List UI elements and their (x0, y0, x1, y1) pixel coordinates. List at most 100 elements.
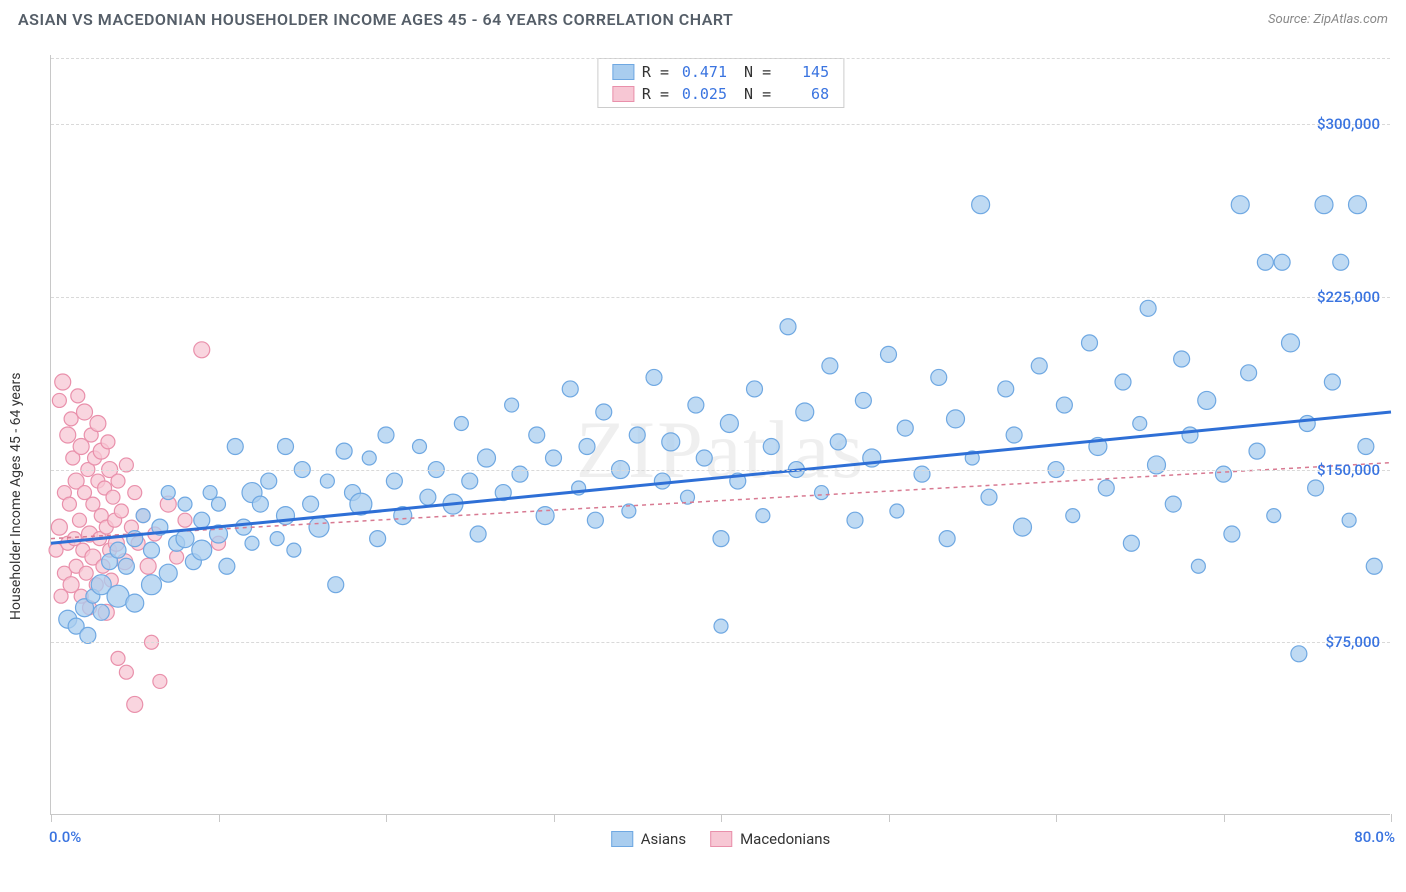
data-point (756, 509, 770, 523)
data-point (303, 496, 319, 512)
data-point (192, 540, 212, 560)
data-point (654, 473, 670, 489)
data-point (142, 575, 162, 595)
data-point (1349, 196, 1367, 214)
data-point (1257, 254, 1273, 270)
data-point (261, 473, 277, 489)
chart-plot-area: ZIPatlas R = 0.471 N = 145 R = 0.025 N =… (50, 55, 1390, 815)
data-point (79, 566, 93, 580)
data-point (119, 665, 133, 679)
data-point (536, 507, 554, 525)
data-point (161, 486, 175, 500)
data-point (454, 416, 468, 430)
data-point (114, 504, 128, 518)
data-point (1282, 334, 1300, 352)
x-axis-max-label: 80.0% (1354, 828, 1395, 846)
data-point (1241, 365, 1257, 381)
data-point (822, 358, 838, 374)
data-point (212, 497, 226, 511)
data-point (62, 497, 76, 511)
data-point (1066, 509, 1080, 523)
x-tick (1391, 814, 1392, 822)
legend-label: Asians (641, 830, 686, 848)
grid-line (51, 642, 1390, 643)
grid-line (51, 470, 1390, 471)
data-point (378, 427, 394, 443)
data-point (328, 577, 344, 593)
data-point (981, 489, 997, 505)
data-point (140, 558, 156, 574)
data-point (1358, 439, 1374, 455)
scatter-svg (51, 55, 1390, 814)
x-tick (889, 814, 890, 822)
x-tick (219, 814, 220, 822)
data-point (587, 512, 603, 528)
data-point (462, 473, 478, 489)
data-point (1133, 416, 1147, 430)
data-point (118, 558, 134, 574)
data-point (80, 627, 96, 643)
data-point (1267, 509, 1281, 523)
data-point (178, 497, 192, 511)
data-point (998, 381, 1014, 397)
data-point (1274, 254, 1290, 270)
x-tick (386, 814, 387, 822)
data-point (144, 542, 160, 558)
data-point (780, 319, 796, 335)
data-point (194, 342, 210, 358)
r-value: 0.025 (677, 85, 727, 103)
data-point (55, 374, 71, 390)
data-point (1198, 391, 1216, 409)
data-point (1014, 518, 1032, 536)
data-point (720, 414, 738, 432)
data-point (101, 435, 115, 449)
data-point (219, 558, 235, 574)
data-point (1148, 456, 1166, 474)
legend-swatch-macedonian (710, 831, 732, 847)
data-point (71, 389, 85, 403)
data-point (111, 474, 125, 488)
n-value: 68 (779, 85, 829, 103)
data-point (1231, 196, 1249, 214)
data-point (1291, 646, 1307, 662)
data-point (747, 381, 763, 397)
data-point (1082, 335, 1098, 351)
data-point (72, 513, 86, 527)
legend-swatch-macedonian (612, 86, 634, 102)
y-tick-label: $75,000 (1325, 633, 1380, 651)
data-point (947, 410, 965, 428)
grid-line (51, 124, 1390, 125)
data-point (1249, 443, 1265, 459)
chart-title: ASIAN VS MACEDONIAN HOUSEHOLDER INCOME A… (18, 10, 733, 29)
regression-line (51, 412, 1391, 543)
data-point (176, 530, 194, 548)
data-point (696, 450, 712, 466)
data-point (127, 696, 143, 712)
data-point (370, 531, 386, 547)
y-tick-label: $300,000 (1317, 115, 1380, 133)
data-point (413, 440, 427, 454)
data-point (1123, 535, 1139, 551)
data-point (153, 674, 167, 688)
data-point (106, 490, 120, 504)
x-tick (1056, 814, 1057, 822)
data-point (52, 393, 66, 407)
data-point (646, 369, 662, 385)
data-point (170, 550, 184, 564)
data-point (546, 450, 562, 466)
data-point (1366, 558, 1382, 574)
x-tick (51, 814, 52, 822)
data-point (128, 486, 142, 500)
x-tick (721, 814, 722, 822)
data-point (270, 532, 284, 546)
data-point (1308, 480, 1324, 496)
data-point (1031, 358, 1047, 374)
data-point (245, 536, 259, 550)
data-point (1098, 480, 1114, 496)
data-point (662, 433, 680, 451)
data-point (1140, 300, 1156, 316)
legend-stats-row: R = 0.025 N = 68 (598, 83, 843, 105)
data-point (713, 531, 729, 547)
data-point (252, 496, 268, 512)
legend-swatch-asian (611, 831, 633, 847)
